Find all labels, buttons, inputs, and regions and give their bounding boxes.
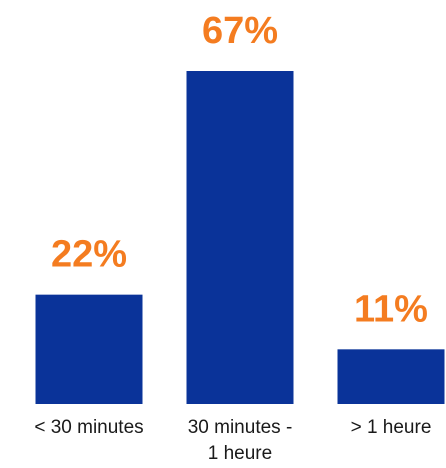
category-label-1: < 30 minutes: [34, 417, 143, 438]
value-labels-group: 22% 67% 11%: [51, 10, 428, 330]
value-label-2: 67%: [202, 10, 278, 52]
bar-1: [35, 294, 143, 404]
bar-2: [186, 71, 294, 404]
category-label-2-line-2: 1 heure: [208, 443, 272, 464]
bar-3: [337, 349, 445, 404]
category-label-2-line-1: 30 minutes -: [188, 417, 293, 438]
category-label-3: > 1 heure: [351, 417, 432, 438]
category-labels-group: < 30 minutes 30 minutes - 1 heure > 1 heure: [34, 417, 431, 464]
bars-group: [35, 71, 445, 404]
value-label-3: 11%: [354, 288, 428, 330]
value-label-1: 22%: [51, 234, 127, 276]
